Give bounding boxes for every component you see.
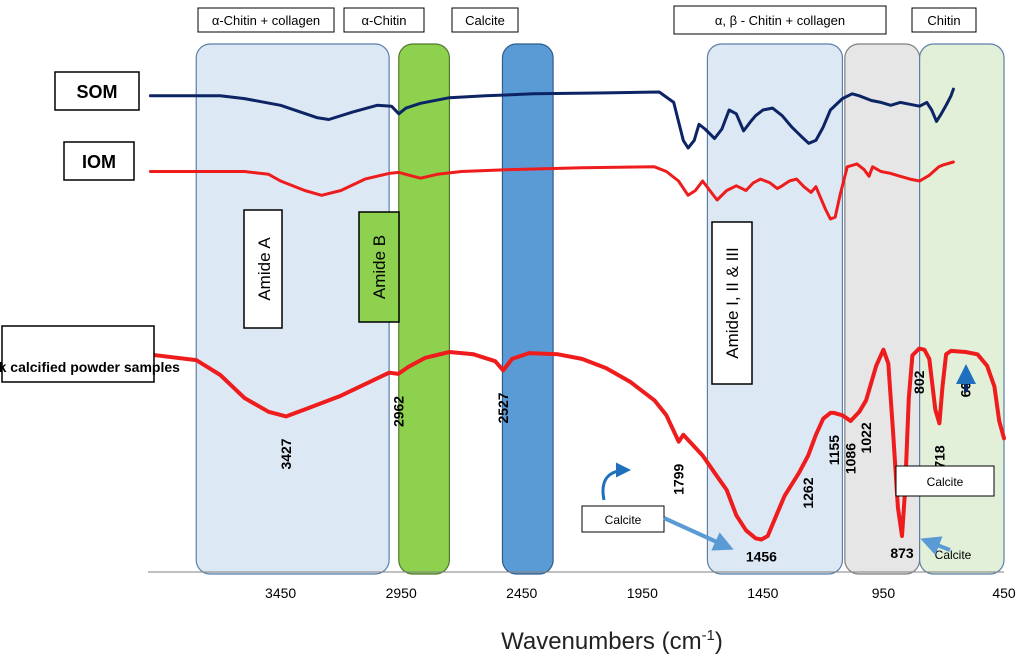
amide-i-ii-iii-label: Amide I, II & III: [723, 247, 742, 358]
calcite-arrow-873: [920, 536, 951, 556]
amide-i-ii-iii-box: [711, 221, 753, 385]
x-tick-label: 1450: [747, 585, 778, 601]
bulk-legend-box: [1, 325, 155, 383]
header-box-alpha-chitin-collagen: [197, 7, 335, 33]
calcite-box-1-label: Calcite: [605, 513, 642, 527]
bulk-legend-label: Bulk calcified powder samples: [0, 359, 180, 375]
peak-label-718: 718: [931, 445, 947, 469]
peak-label-1456: 1456: [746, 549, 777, 565]
som-legend-label: SOM: [76, 82, 117, 102]
band-chitin: [919, 43, 1005, 575]
x-tick-label: 2450: [506, 585, 537, 601]
header-box-chitin: [911, 7, 977, 33]
peak-label-1155: 1155: [826, 435, 842, 466]
spectra-lines: [146, 87, 1006, 542]
peak-label-873: 873: [890, 545, 914, 561]
header-alpha-chitin: α-Chitin: [361, 13, 406, 28]
header-box-alpha-chitin: [343, 7, 425, 33]
shaded-bands: [195, 43, 1005, 575]
header-amide: α, β - Chitin + collagen: [715, 13, 845, 28]
amide-a-label: Amide A: [255, 237, 274, 301]
calcite-curved-arrow: [601, 462, 631, 501]
header-calcite: Calcite: [465, 13, 505, 28]
peak-label-1799: 1799: [671, 463, 687, 494]
peak-label-1086: 1086: [843, 443, 859, 474]
header-chitin: Chitin: [927, 13, 960, 28]
som-legend-box: [54, 71, 140, 111]
amide-b-box: [358, 211, 400, 323]
calcite-arrow-1456: [663, 516, 734, 551]
x-tick-label: 2950: [386, 585, 417, 601]
peak-label-3427: 3427: [278, 438, 294, 469]
calcite-note-873: Calcite: [935, 548, 972, 562]
x-axis-title: Wavenumbers (cm-1): [501, 627, 723, 655]
amide-b-label: Amide B: [370, 235, 389, 299]
band-calcite: [501, 43, 554, 575]
header-box-calcite: [451, 7, 519, 33]
peak-label-802: 802: [911, 370, 927, 394]
x-tick-labels: 3450 2950 2450 1950 1450 950 450: [265, 585, 1016, 601]
series-line-iom: [148, 160, 955, 221]
x-tick-label: 950: [872, 585, 896, 601]
x-tick-label: 450: [992, 585, 1016, 601]
amide-a-box: [243, 209, 283, 329]
header-alpha-chitin-collagen: α-Chitin + collagen: [212, 13, 320, 28]
iom-legend-box: [63, 141, 135, 181]
x-tick-label: 3450: [265, 585, 296, 601]
peak-label-1262: 1262: [800, 477, 816, 508]
peak-label-2962: 2962: [390, 396, 406, 427]
header-box-amide: [673, 5, 887, 35]
x-tick-label: 1950: [627, 585, 658, 601]
band-alpha-chitin: [398, 43, 451, 575]
peak-label-2527: 2527: [495, 392, 511, 423]
calcite-box-2: [895, 465, 995, 497]
series-line-som: [148, 87, 955, 150]
iom-legend-label: IOM: [82, 152, 116, 172]
series-line-bulk-calcified-powder-samples: [146, 346, 1006, 542]
band-amide-i-ii-iii: [706, 43, 844, 575]
peak-label-1022: 1022: [858, 422, 874, 453]
calcite-box-2-label: Calcite: [927, 475, 964, 489]
